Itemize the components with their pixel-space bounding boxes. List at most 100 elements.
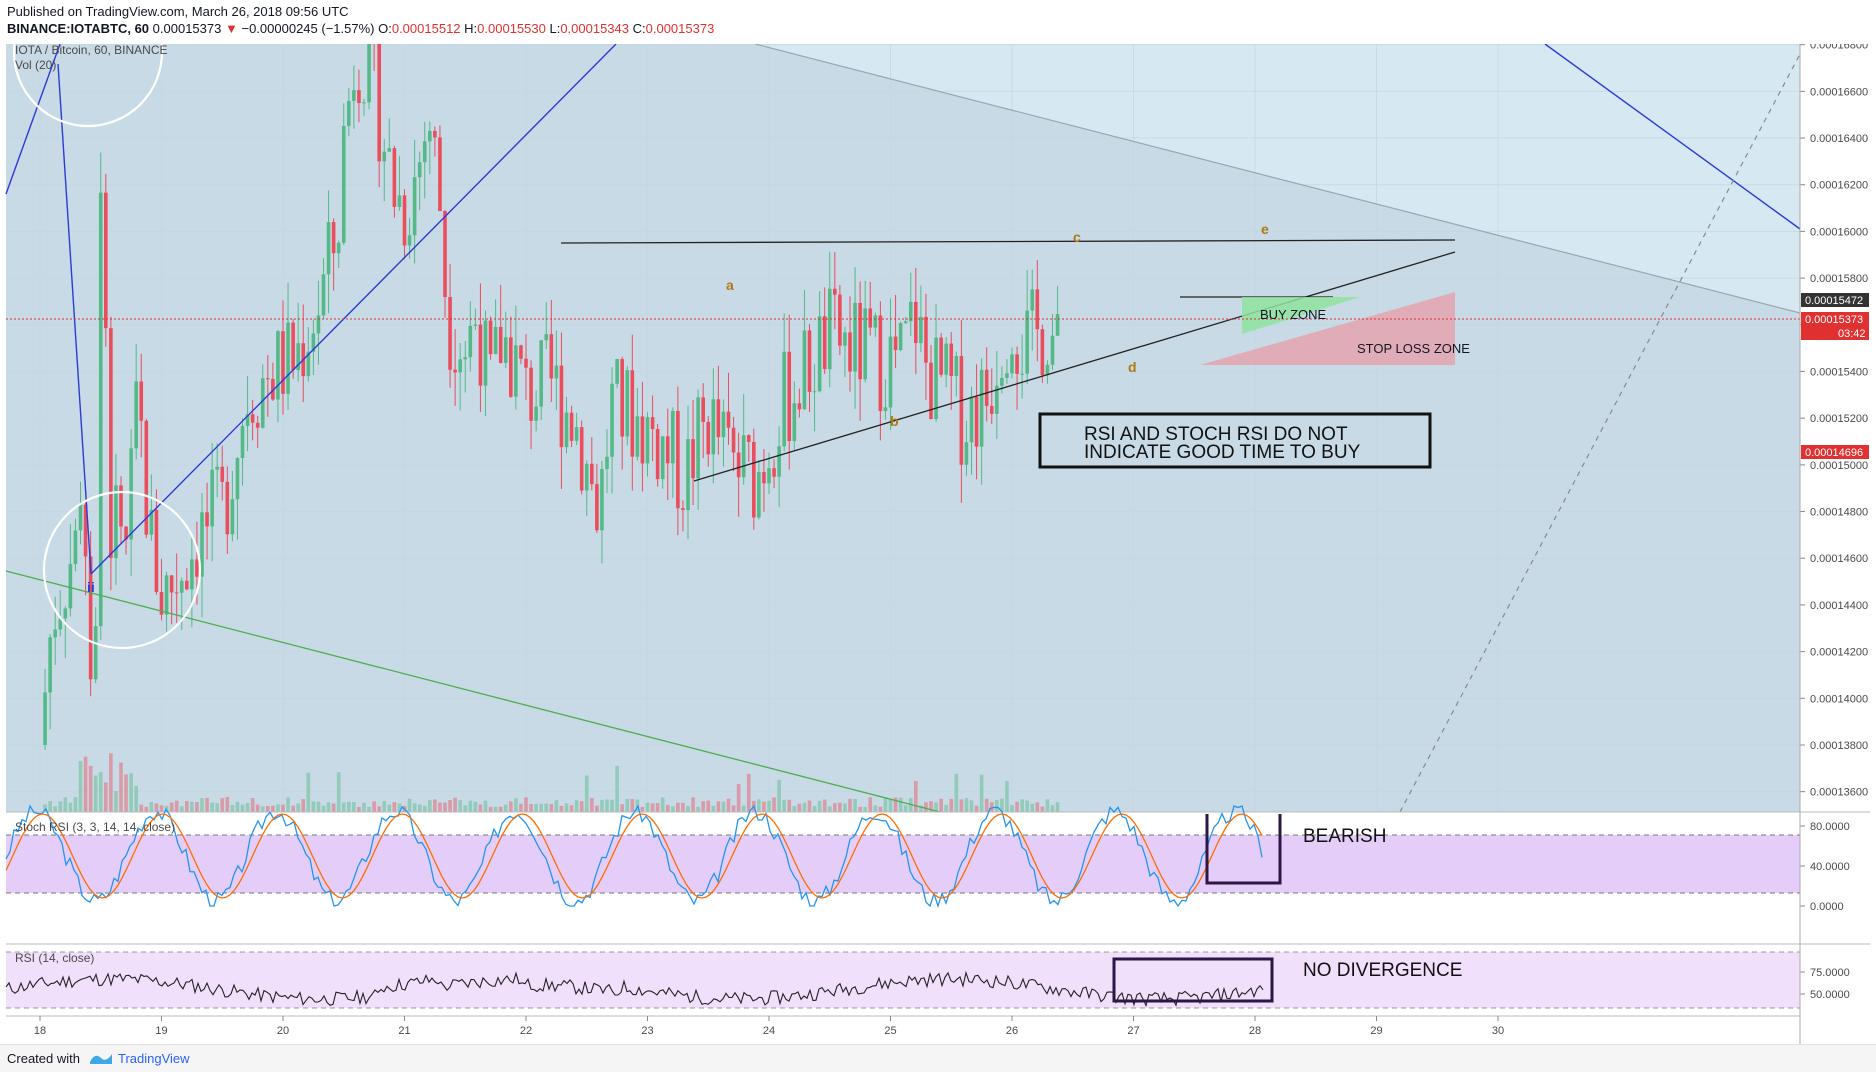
rsi-tick-label: 75.0000 [1810,967,1850,979]
candle-body [422,141,427,163]
dotted-projection-line[interactable] [1399,53,1801,813]
volume-bar [590,797,594,812]
volume-bar [539,803,543,812]
volume-bar [660,797,665,812]
volume-bar [736,783,741,812]
chart-canvas[interactable]: a b c d e ii BUY ZONE STOP LOSS ZONE RSI… [0,44,1876,1044]
candle-body [615,359,619,384]
volume-bar [807,800,812,812]
volume-bar [671,806,675,812]
time-tick-label: 24 [763,1025,775,1037]
candle-body [159,592,164,615]
no-divergence-label: NO DIVERGENCE [1303,960,1462,981]
volume-bar [271,805,275,812]
volume-bar [701,801,705,812]
candle-body [807,330,812,392]
volume-bar [139,804,144,812]
candle-body [402,195,407,246]
candle-body [686,439,690,510]
candle-body [493,326,498,355]
green-trendline[interactable] [5,570,941,813]
volume-bar [640,806,645,812]
volume-bar [888,798,893,812]
candle-body [919,316,923,344]
legend-volume: Vol (20) [15,58,56,72]
time-tick-label: 30 [1492,1025,1504,1037]
price-tick-label: 0.00015800 [1810,273,1868,285]
upper-gray-trendline[interactable] [754,44,1801,314]
volume-bar [782,799,786,812]
blue-line-left-up[interactable] [5,44,61,195]
volume-bar [407,798,412,812]
candle-body [630,370,635,457]
blue-line-right[interactable] [1544,44,1801,230]
price-tag-1-bg [1801,293,1869,307]
volume-bar [868,797,873,812]
candle-body [549,334,554,379]
candle-body [590,463,594,485]
candle-body [767,468,771,484]
tradingview-brand[interactable]: TradingView [118,1051,190,1066]
volume-bar [939,798,943,812]
note-box[interactable] [1038,412,1432,469]
candle-body [752,441,756,518]
stop-loss-zone-area[interactable] [1200,292,1455,365]
candle-body [924,316,928,363]
upper-resistance-line[interactable] [560,239,1456,244]
volume-bar [281,804,285,812]
candle-body [635,416,640,457]
volume-bar [838,802,842,812]
volume-bar [549,804,554,812]
candle-body [903,321,908,324]
volume-bar [509,801,513,812]
volume-bar [696,806,700,812]
buy-zone-area[interactable] [1242,297,1360,334]
time-axis[interactable]: 18 19 20 21 22 23 24 25 26 27 28 29 30 [34,1016,1504,1037]
price-tag-2-bg [1801,312,1869,340]
candle-body [914,301,918,344]
no-divergence-box[interactable] [1112,957,1274,1003]
created-with-label: Created with [7,1051,80,1066]
candle-body [109,328,113,558]
rsi-axis[interactable]: 75.0000 50.0000 [1800,967,1850,1001]
candle-body [696,397,700,479]
candle-body [827,288,832,370]
candle-body [898,323,903,351]
bearish-box[interactable] [1205,814,1282,885]
candle-body [514,345,518,397]
price-axis[interactable]: 0.00016800 0.00016600 0.00016400 0.00016200… [1800,44,1868,799]
low-value: 0.00015343 [560,21,629,36]
candle-body [129,448,133,540]
candle-body [483,320,488,386]
candle-body [1005,373,1009,378]
blue-rising-trendline[interactable] [90,44,617,575]
volume-bar [463,805,468,812]
volume-bar [266,805,270,812]
volume-bar [352,802,356,812]
volume-bar [1055,802,1060,812]
candle-body [817,316,822,392]
stoch-axis[interactable]: 80.0000 40.0000 0.0000 [1800,821,1850,913]
volume-bar [544,803,549,812]
candle-body [995,385,999,414]
volume-bar [1010,805,1014,812]
candle-body [119,485,123,527]
price-tag-3-bg [1801,445,1869,459]
candle-body [78,504,83,531]
candle-body [974,396,979,447]
volume-bar [827,806,832,812]
volume-bar [777,779,781,812]
volume-bar [721,801,726,812]
candle-body [868,308,873,328]
volume-bar [179,806,184,812]
volume-bar [934,802,938,812]
volume-bar [169,802,174,812]
triangle-pattern-fill [6,44,1800,812]
candle-body [58,618,63,630]
candle-body [757,471,761,518]
volume-bar [205,797,209,812]
candle-body [802,330,807,410]
wave-label-c: c [1073,229,1081,245]
volume-bar [357,806,361,812]
lower-support-line[interactable] [693,251,1456,482]
